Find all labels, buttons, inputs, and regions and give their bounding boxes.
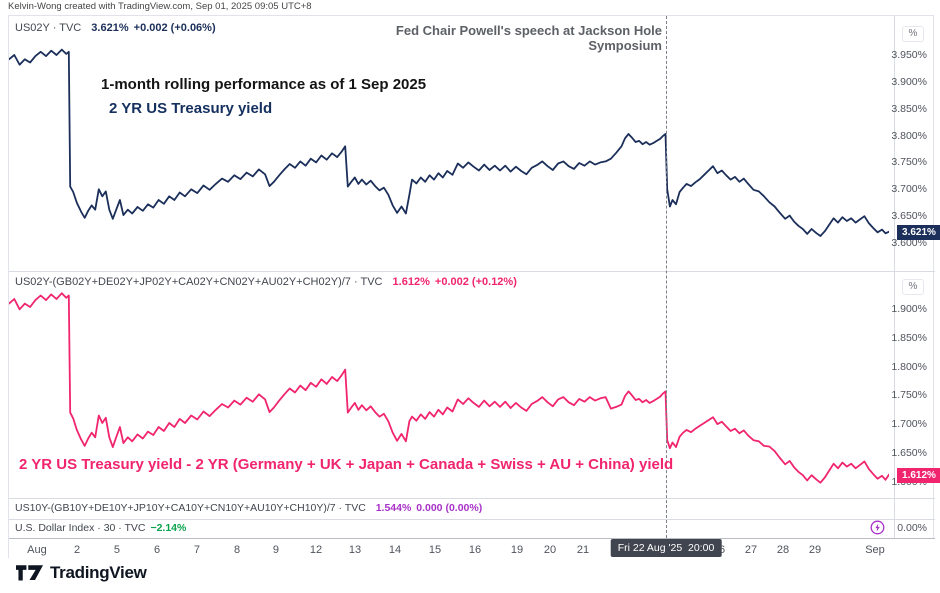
us02y-plot[interactable] [9, 16, 889, 271]
time-axis[interactable]: Aug256789121314151619202126272829Sep Fri… [9, 538, 935, 560]
pane-divider[interactable] [9, 271, 935, 272]
legend-spread-10yr[interactable]: US10Y-(GB10Y+DE10Y+JP10Y+CA10Y+CN10Y+AU1… [15, 502, 482, 514]
price-tick-label: 3.850% [891, 102, 927, 115]
price-tick-label: 1.750% [891, 389, 927, 402]
event-annotation: Fed Chair Powell's speech at Jackson Hol… [395, 23, 662, 53]
time-tick-label: 19 [510, 544, 524, 556]
unit-percent-button[interactable]: % [902, 26, 924, 42]
legend-symbol: US02Y · TVC [15, 22, 82, 34]
time-tick-label: 12 [309, 544, 323, 556]
price-tick-label: 1.650% [891, 446, 927, 459]
price-tick-label: 3.600% [891, 237, 927, 249]
time-tick-label: 16 [468, 544, 482, 556]
legend-value: 1.544% [375, 502, 412, 514]
time-tick-label: Aug [27, 544, 47, 556]
time-tick-label: 14 [388, 544, 402, 556]
price-axis-separator [894, 16, 895, 559]
spread-2yr-plot[interactable] [9, 271, 889, 498]
time-tick-label: 15 [428, 544, 442, 556]
price-tick-label: 3.800% [891, 129, 927, 142]
price-tick-label: 3.750% [891, 156, 927, 169]
price-tick-label: 3.700% [891, 183, 927, 196]
dollar-index-axis-value: 0.00% [897, 522, 927, 534]
time-tick-label: Sep [865, 544, 885, 556]
last-price-label-spread: 1.612% [897, 467, 940, 483]
time-tick-label: 28 [776, 544, 790, 556]
time-tick-label: 5 [113, 544, 121, 556]
event-vertical-line[interactable] [666, 16, 667, 538]
legend-symbol: US02Y-(GB02Y+DE02Y+JP02Y+CA02Y+CN02Y+AU0… [15, 276, 383, 288]
price-tick-label: 3.650% [891, 210, 927, 223]
time-tick-label: 20 [543, 544, 557, 556]
legend-us02y[interactable]: US02Y · TVC 3.621% +0.002 (+0.06%) [15, 22, 216, 34]
annotation-us-2yr: 2 YR US Treasury yield [109, 100, 273, 117]
legend-spread-2yr[interactable]: US02Y-(GB02Y+DE02Y+JP02Y+CA02Y+CN02Y+AU0… [15, 276, 517, 288]
annotation-rolling-performance: 1-month rolling performance as of 1 Sep … [101, 76, 427, 93]
time-tick-label: 2 [73, 544, 81, 556]
tradingview-logo-text: TradingView [50, 563, 147, 582]
crosshair-time-tooltip: Fri 22 Aug '25 20:00 [610, 539, 722, 557]
price-tick-label: 3.900% [891, 75, 927, 88]
price-tick-label: 3.950% [891, 48, 927, 61]
tradingview-logo-icon [16, 564, 43, 581]
time-tick-label: 9 [272, 544, 280, 556]
annotation-spread-2yr: 2 YR US Treasury yield - 2 YR (Germany +… [19, 456, 674, 473]
price-tick-label: 1.700% [891, 418, 927, 431]
unit-percent-button[interactable]: % [902, 279, 924, 295]
time-tick-label: 7 [193, 544, 201, 556]
pane-divider[interactable] [9, 519, 935, 520]
legend-dollar-index[interactable]: U.S. Dollar Index · 30 · TVC −2.14% [15, 522, 186, 534]
legend-value: 3.621% [91, 22, 129, 34]
legend-symbol: U.S. Dollar Index · 30 · TVC [15, 522, 146, 534]
time-tick-label: 8 [233, 544, 241, 556]
legend-change: +0.002 (+0.12%) [434, 276, 517, 288]
attribution-text: Kelvin-Wong created with TradingView.com… [8, 1, 312, 12]
legend-symbol: US10Y-(GB10Y+DE10Y+JP10Y+CA10Y+CN10Y+AU1… [15, 502, 366, 514]
flash-boost-icon[interactable] [870, 520, 885, 535]
legend-change: 0.000 (0.00%) [416, 502, 483, 514]
time-tick-label: 13 [348, 544, 362, 556]
time-tick-label: 29 [808, 544, 822, 556]
time-tick-label: 27 [744, 544, 758, 556]
legend-value: 1.612% [392, 276, 430, 288]
legend-change: −2.14% [150, 522, 187, 534]
tradingview-logo[interactable]: TradingView [16, 563, 147, 583]
last-price-label-us02y: 3.621% [897, 224, 940, 240]
legend-change: +0.002 (+0.06%) [133, 22, 216, 34]
price-tick-label: 1.900% [891, 303, 927, 316]
price-tick-label: 1.850% [891, 331, 927, 344]
pane-divider[interactable] [9, 498, 935, 499]
time-tick-label: 6 [153, 544, 161, 556]
chart-frame: US02Y · TVC 3.621% +0.002 (+0.06%) Fed C… [8, 15, 940, 560]
time-tick-label: 21 [576, 544, 590, 556]
price-tick-label: 1.800% [891, 360, 927, 373]
